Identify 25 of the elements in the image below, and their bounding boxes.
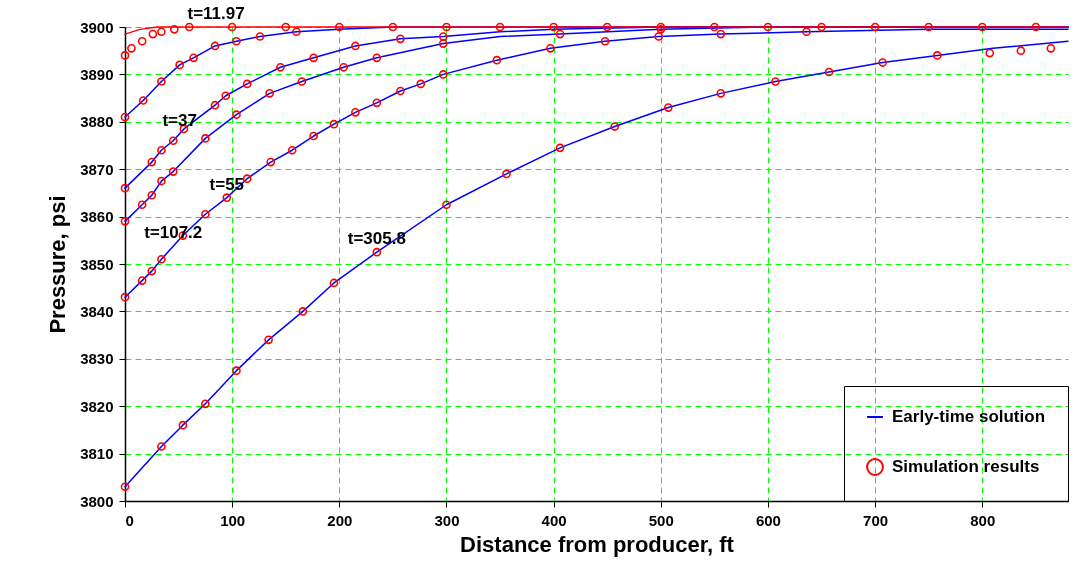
legend-label: Early-time solution	[892, 407, 1046, 426]
x-tick-label: 0	[125, 511, 134, 529]
y-tick-label: 3820	[80, 397, 114, 415]
x-axis-title: Distance from producer, ft	[460, 531, 735, 557]
x-tick-label: 800	[970, 511, 996, 529]
x-tick-label: 200	[327, 511, 353, 529]
y-tick-label: 3900	[80, 18, 114, 36]
x-tick-label: 600	[755, 511, 781, 529]
legend-label: Simulation results	[892, 457, 1040, 476]
annotation: t=11.97	[187, 4, 245, 23]
y-axis-title: Pressure, psi	[45, 195, 71, 334]
x-tick-label: 400	[541, 511, 567, 529]
y-tick-label: 3860	[80, 208, 114, 226]
y-tick-label: 3890	[80, 65, 114, 83]
x-tick-label: 500	[648, 511, 674, 529]
y-tick-label: 3810	[80, 445, 114, 463]
x-tick-label: 700	[863, 511, 889, 529]
y-tick-label: 3880	[80, 113, 114, 131]
y-tick-label: 3870	[80, 160, 114, 178]
y-tick-label: 3850	[80, 255, 114, 273]
y-tick-label: 3840	[80, 302, 114, 320]
y-tick-label: 3800	[80, 492, 114, 510]
x-tick-label: 300	[434, 511, 460, 529]
x-tick-label: 100	[220, 511, 246, 529]
y-tick-label: 3830	[80, 350, 114, 368]
